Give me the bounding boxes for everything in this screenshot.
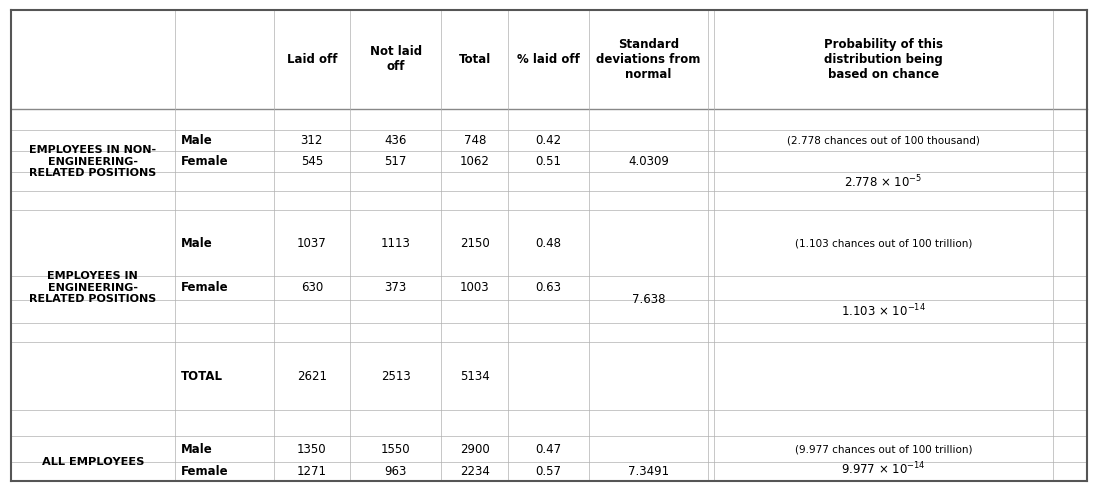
Text: (2.778 chances out of 100 thousand): (2.778 chances out of 100 thousand) (787, 136, 980, 145)
Text: 0.42: 0.42 (536, 134, 561, 147)
Text: 1037: 1037 (297, 237, 327, 250)
Text: 9.977 × 10$^{-14}$: 9.977 × 10$^{-14}$ (841, 461, 926, 477)
Text: 1113: 1113 (380, 237, 411, 250)
Text: TOTAL: TOTAL (181, 370, 224, 383)
Text: 1350: 1350 (297, 443, 327, 456)
Text: 963: 963 (385, 465, 407, 478)
Text: 1062: 1062 (460, 155, 490, 168)
Text: Male: Male (181, 443, 213, 456)
Text: Not laid
off: Not laid off (369, 45, 422, 73)
Text: ALL EMPLOYEES: ALL EMPLOYEES (42, 457, 144, 467)
Text: 2900: 2900 (460, 443, 490, 456)
Text: 0.51: 0.51 (536, 155, 561, 168)
Text: EMPLOYEES IN
ENGINEERING-
RELATED POSITIONS: EMPLOYEES IN ENGINEERING- RELATED POSITI… (30, 271, 157, 304)
Text: Male: Male (181, 134, 213, 147)
Text: 2150: 2150 (460, 237, 490, 250)
Text: 0.57: 0.57 (536, 465, 561, 478)
Text: 373: 373 (385, 281, 407, 295)
Text: Female: Female (181, 155, 229, 168)
Text: 7.3491: 7.3491 (628, 465, 670, 478)
Text: 545: 545 (300, 155, 323, 168)
Text: 7.638: 7.638 (632, 293, 665, 306)
Text: 1271: 1271 (297, 465, 327, 478)
Text: 1550: 1550 (381, 443, 411, 456)
Text: 0.48: 0.48 (536, 237, 561, 250)
Text: (9.977 chances out of 100 trillion): (9.977 chances out of 100 trillion) (795, 444, 972, 454)
Text: 0.63: 0.63 (536, 281, 561, 295)
Text: Standard
deviations from
normal: Standard deviations from normal (596, 38, 700, 81)
Text: Female: Female (181, 465, 229, 478)
Text: % laid off: % laid off (517, 52, 580, 66)
Text: 5134: 5134 (460, 370, 490, 383)
Text: (1.103 chances out of 100 trillion): (1.103 chances out of 100 trillion) (795, 238, 972, 248)
Text: 436: 436 (385, 134, 407, 147)
Text: EMPLOYEES IN NON-
ENGINEERING-
RELATED POSITIONS: EMPLOYEES IN NON- ENGINEERING- RELATED P… (30, 145, 157, 178)
Text: 630: 630 (300, 281, 323, 295)
Text: 2513: 2513 (380, 370, 411, 383)
Text: 312: 312 (300, 134, 323, 147)
Text: 4.0309: 4.0309 (628, 155, 669, 168)
Text: Female: Female (181, 281, 229, 295)
Text: 0.47: 0.47 (536, 443, 561, 456)
Text: 517: 517 (385, 155, 407, 168)
Text: Laid off: Laid off (286, 52, 338, 66)
Text: 2.778 × 10$^{-5}$: 2.778 × 10$^{-5}$ (844, 174, 923, 190)
Text: 2621: 2621 (297, 370, 327, 383)
Text: Total: Total (459, 52, 491, 66)
Text: 2234: 2234 (460, 465, 490, 478)
Text: 748: 748 (464, 134, 486, 147)
Text: Male: Male (181, 237, 213, 250)
Text: 1.103 × 10$^{-14}$: 1.103 × 10$^{-14}$ (841, 303, 926, 320)
Text: Probability of this
distribution being
based on chance: Probability of this distribution being b… (824, 38, 943, 81)
Text: 1003: 1003 (460, 281, 490, 295)
